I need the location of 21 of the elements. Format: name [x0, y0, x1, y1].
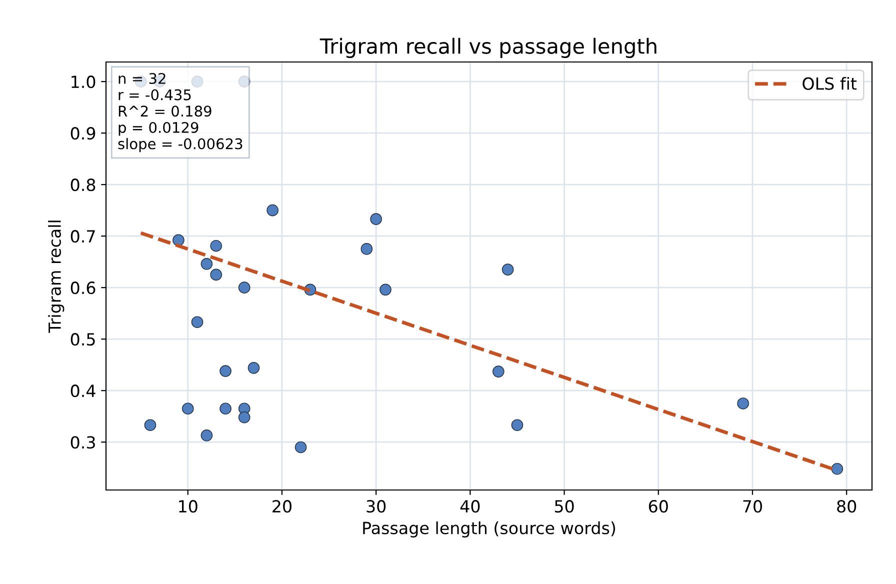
x-tick-label: 30	[366, 500, 386, 513]
x-axis-title: Passage length (source words)	[363, 521, 616, 538]
annotation: n = 32 r = -0.435 R^2 = 0.189 p = 0.0129 slope = -0.00623	[118, 72, 242, 152]
y-tick-label: 0.4	[70, 384, 96, 398]
x-tick-label: 40	[460, 500, 480, 513]
x-tick-label: 60	[648, 500, 668, 513]
chart-title: Trigram recall vs passage length	[320, 38, 656, 58]
y-tick-label: 0.8	[70, 178, 96, 192]
y-tick-label: 0.3	[70, 436, 95, 449]
y-tick-label: 1.0	[72, 76, 96, 88]
y-axis-title: Trigram recall	[48, 220, 64, 333]
y-tick-label: 0.9	[70, 127, 96, 140]
y-tick-label: 0.7	[70, 230, 95, 243]
x-tick-label: 20	[272, 500, 292, 513]
y-tick-label: 0.5	[70, 333, 95, 346]
x-tick-label: 70	[743, 500, 762, 513]
x-tick-label: 50	[554, 500, 574, 513]
legend-label: OLS fit	[802, 77, 857, 90]
x-tick-label: 10	[179, 500, 198, 513]
x-tick-label: 80	[837, 500, 856, 513]
y-tick-label: 0.6	[70, 282, 96, 294]
